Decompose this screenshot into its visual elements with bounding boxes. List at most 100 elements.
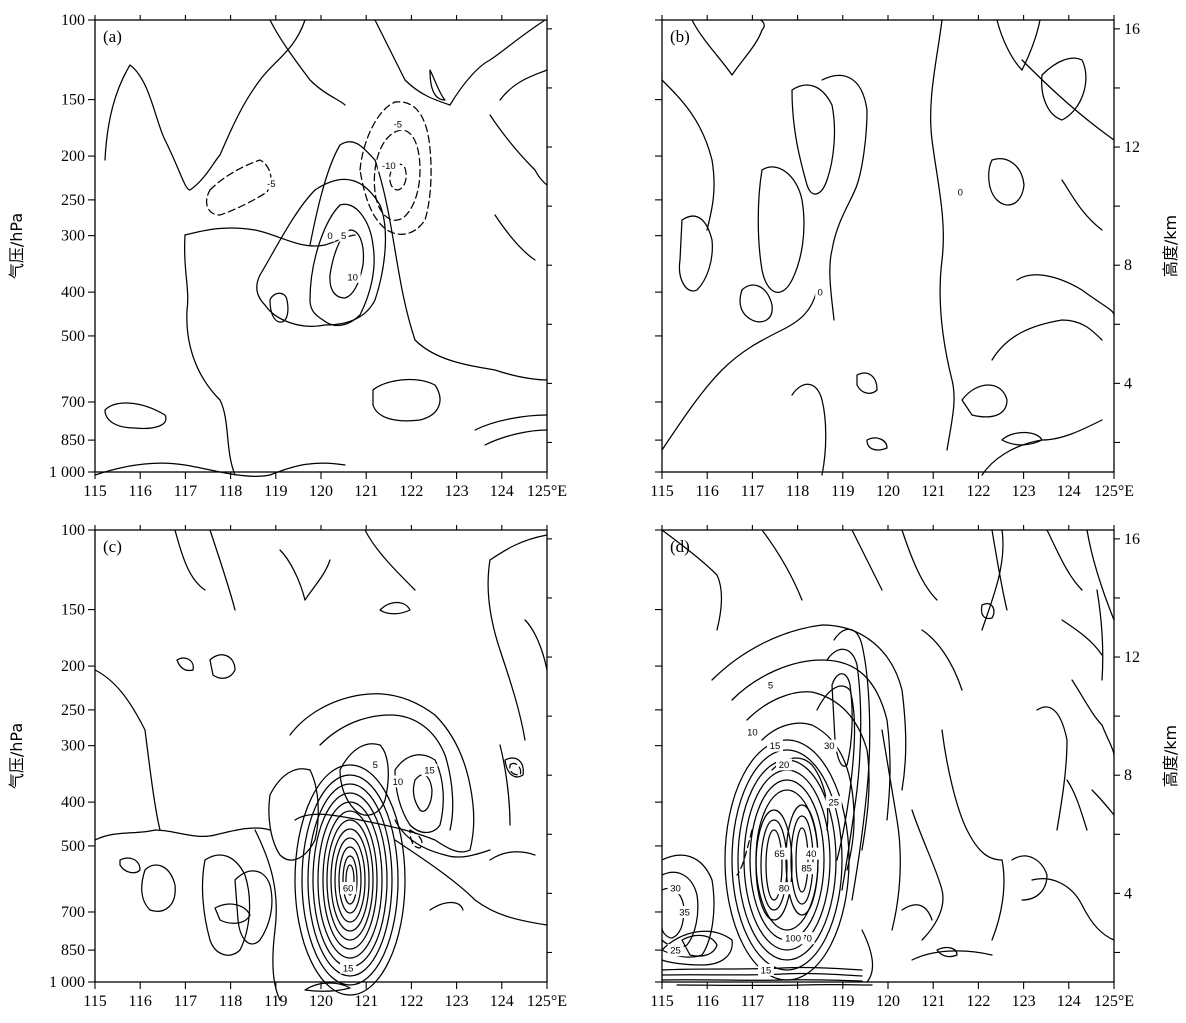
contour-label-bg [821,739,838,752]
x-tick-label: 123 [445,483,469,500]
x-tick-label: 115 [650,993,673,1010]
contour-line [866,437,888,451]
y-axis-title: 气压/hPa [7,723,26,789]
contour-line [936,946,958,958]
contour-line [269,19,346,106]
x-tick-label: 116 [695,483,718,500]
y-tick-label: 300 [61,228,85,245]
contour-line [176,657,194,672]
contour-line [489,114,548,186]
contour-line [861,929,874,983]
y-right-axis-title: 高度/km [1161,215,1180,277]
contour-label-bg [667,944,684,957]
contour-line [307,783,393,977]
panel-label: (d) [670,537,690,556]
x-tick-label: 124 [1057,993,1081,1010]
y-right-tick-label: 8 [1124,767,1132,784]
panel-label: (b) [670,27,690,46]
contour-line [209,529,236,611]
x-tick-label: 117 [174,483,197,500]
contour-label: 80 [779,884,790,895]
contour-line [184,234,236,476]
contour-line [524,619,548,671]
contour-line [94,462,346,477]
contour-label-bg [782,932,805,945]
y-tick-label: 250 [61,192,85,209]
contour-line [851,529,883,591]
y-right-axis-title: 高度/km [1161,725,1180,787]
contour-line [785,804,819,916]
contour-line [304,982,351,992]
contour-line [661,854,715,958]
contour-label: -5 [267,179,275,190]
contour-line [661,930,733,966]
contour-line [309,203,375,327]
y-right-tick-label: 12 [1124,649,1140,666]
contour-label: 0 [958,187,963,198]
contour-label: 30 [670,884,681,895]
contour-line [338,846,362,914]
contour-line [487,559,526,741]
contour-line [1091,789,1115,816]
contour-line [256,178,387,327]
contour-label-bg [798,862,815,875]
contour-line [484,429,548,446]
contour-line [930,19,955,451]
plot-frame [661,529,1115,983]
contour-label: 25 [670,946,681,957]
contour-label: 10 [347,272,358,283]
y-right-tick-label: 4 [1124,885,1132,902]
contour-label: -10 [382,161,396,172]
contour-line [661,289,818,451]
contour-line [681,934,718,957]
contour-line [1011,855,1048,901]
contour-label-bg [765,678,776,691]
contour-line [1071,679,1115,756]
contour-label-bg [803,847,820,860]
x-tick-label: 115 [650,483,673,500]
contour-line [319,714,454,831]
panel-b-contours [661,19,1115,476]
contour-line [856,372,878,394]
contour-line [504,757,524,778]
contour-label: 85 [801,864,812,875]
contour-line [141,864,176,912]
contour-line [289,693,475,851]
contour-line [429,69,446,101]
contour-line [981,419,1103,476]
contour-line [104,19,306,191]
contour-line [731,659,891,821]
contour-line [921,629,963,691]
x-tick-label: 116 [128,483,151,500]
contour-line [1031,878,1115,941]
contour-line [394,754,444,834]
contour-label-bg [815,286,826,299]
contour-line [489,534,548,561]
contour-label: 25 [828,798,839,809]
contour-line [312,792,388,968]
contour-line [981,529,1004,631]
contour-line [1061,179,1103,231]
panel-c-contours [94,529,548,1001]
contour-line [996,19,1041,71]
contour-line [739,284,773,323]
contour-line [790,815,814,905]
x-tick-label: 119 [264,993,287,1010]
contour-line [489,851,536,861]
y-tick-label: 850 [61,432,85,449]
x-tick-label: 124 [1057,483,1081,500]
x-tick-label: 121 [921,483,945,500]
y-right-tick-label: 8 [1124,257,1132,274]
contour-label: 0 [327,231,332,242]
contour-line [761,529,803,601]
y-tick-label: 700 [61,904,85,921]
contour-line [499,69,548,101]
x-tick-label: 115 [83,993,106,1010]
x-tick-label: 124 [490,483,514,500]
contour-label-bg [340,882,357,895]
contour-label: 5 [341,231,346,242]
contour-line [268,768,319,861]
contour-label-bg [744,726,761,739]
contour-label-bg [389,775,406,788]
